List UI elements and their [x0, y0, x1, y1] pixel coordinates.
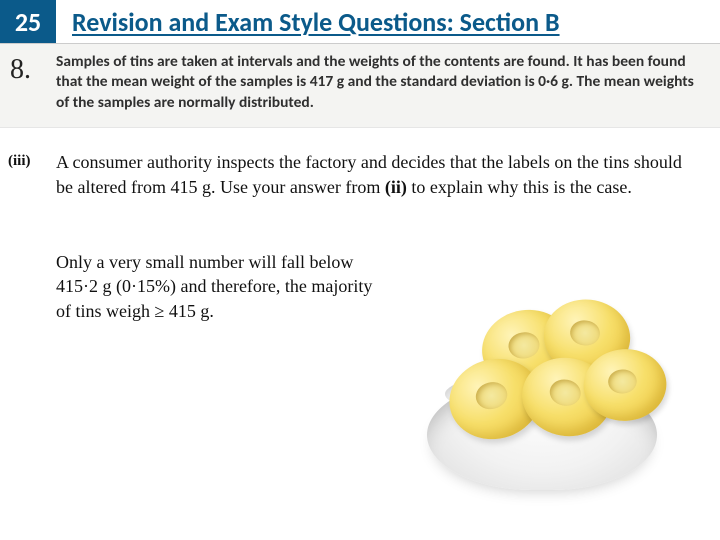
answer-text: Only a very small number will fall below… — [0, 210, 380, 323]
question-block: 8. Samples of tins are taken at interval… — [0, 44, 720, 128]
subpart-label: (iii) — [8, 150, 56, 200]
subpart-block: (iii) A consumer authority inspects the … — [0, 128, 720, 210]
subpart-crossref: (ii) — [385, 177, 407, 197]
subpart-text-suffix: to explain why this is the case. — [407, 177, 632, 197]
page-header: 25 Revision and Exam Style Questions: Se… — [0, 0, 720, 44]
illustration-pineapple-bowl — [392, 250, 692, 510]
subpart-text: A consumer authority inspects the factor… — [56, 150, 696, 200]
chapter-title: Revision and Exam Style Questions: Secti… — [56, 0, 720, 43]
question-text: Samples of tins are taken at intervals a… — [56, 52, 702, 113]
question-number: 8. — [10, 52, 56, 113]
chapter-number-badge: 25 — [0, 0, 56, 43]
